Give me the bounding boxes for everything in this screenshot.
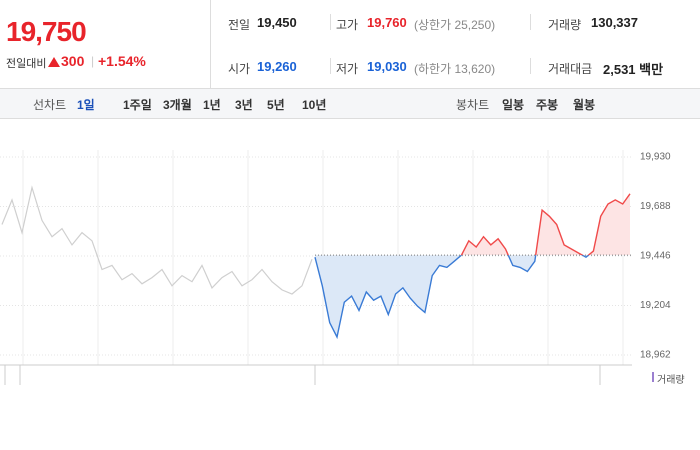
y-tick-label: 19,688	[640, 201, 671, 212]
stat-value: 19,450	[257, 15, 297, 30]
stat-label: 거래대금	[548, 62, 593, 76]
tab[interactable]: 1주일	[123, 98, 152, 112]
divider	[330, 58, 331, 74]
stat-value: 19,030	[367, 59, 407, 74]
divider	[330, 14, 331, 30]
change-label: 전일대비	[6, 58, 47, 70]
y-tick-label: 19,204	[640, 300, 671, 311]
tab[interactable]: 10년	[302, 98, 327, 112]
y-tick-label: 19,446	[640, 251, 671, 262]
stat-value: 19,760	[367, 15, 407, 30]
line	[314, 255, 590, 340]
up-icon	[48, 57, 60, 67]
tab[interactable]: 1일	[77, 98, 95, 112]
stat-label: 전일	[228, 18, 251, 32]
tab-group-label: 봉차트	[456, 98, 490, 112]
stat-note: (하한가 13,620)	[414, 62, 496, 76]
stat-value: 130,337	[591, 15, 638, 30]
divider	[530, 58, 531, 74]
separator: |	[91, 54, 95, 68]
stat-note: (상한가 25,250)	[414, 18, 496, 32]
tab[interactable]: 3개월	[163, 98, 192, 112]
y-tick-label: 19,930	[640, 152, 671, 163]
divider	[210, 0, 211, 88]
tab[interactable]: 주봉	[536, 98, 559, 112]
tab[interactable]: 3년	[235, 98, 253, 112]
legend-swatch	[652, 372, 654, 382]
tab[interactable]: 1년	[203, 98, 221, 112]
tab[interactable]: 월봉	[573, 98, 596, 112]
tab[interactable]: 일봉	[502, 98, 525, 112]
tab-bar	[0, 89, 700, 119]
stat-value: 2,531 백만	[603, 62, 664, 77]
stat-label: 거래량	[548, 18, 582, 32]
y-tick-label: 18,962	[640, 350, 671, 361]
line	[460, 193, 631, 256]
area-up	[315, 193, 630, 256]
stat-label: 시가	[228, 62, 251, 76]
stat-value: 19,260	[257, 59, 297, 74]
line	[1, 185, 313, 295]
stat-label: 고가	[336, 18, 359, 32]
divider	[530, 14, 531, 30]
legend-label: 거래량	[657, 375, 685, 386]
stat-label: 저가	[336, 62, 359, 76]
price: 19,750	[6, 16, 87, 47]
area-down	[315, 255, 589, 337]
summary	[0, 0, 700, 89]
tab[interactable]: 5년	[267, 98, 285, 112]
change-rate: +1.54%	[98, 53, 146, 69]
change: 300	[61, 53, 85, 69]
tab-group-label: 선차트	[33, 98, 67, 112]
